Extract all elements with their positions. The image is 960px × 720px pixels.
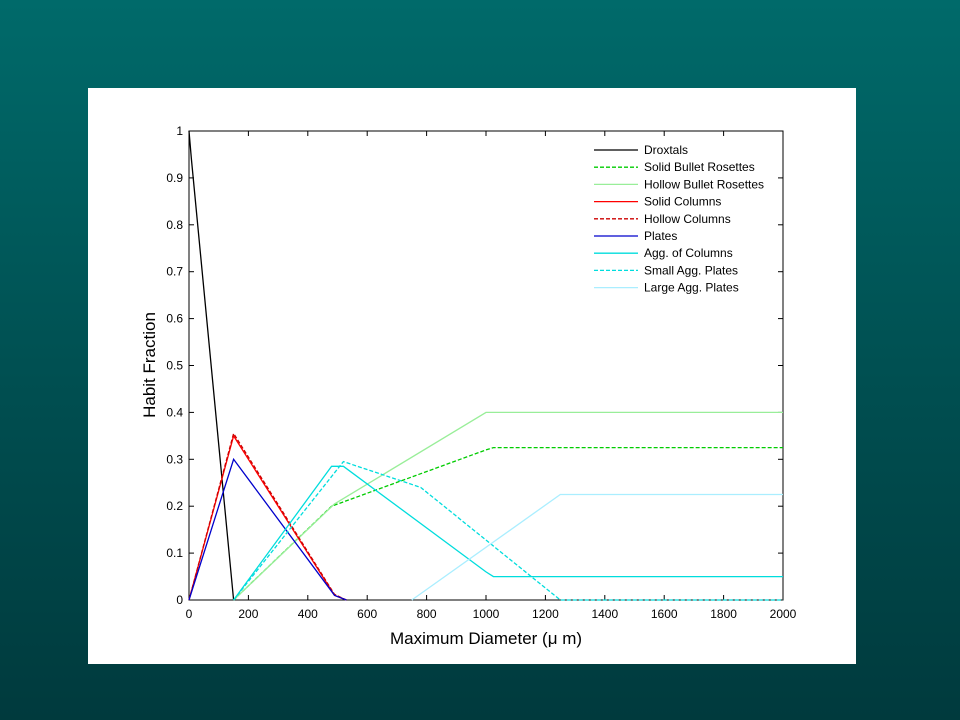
x-tick-label: 2000 [770,607,797,621]
y-tick-label: 0.5 [166,359,183,373]
series-line-hollow-bullet-rosettes [233,411,783,601]
y-tick-label: 0.3 [166,452,183,466]
legend-entry: Large Agg. Plates [644,281,739,295]
series-line-small-agg-plates [233,460,783,601]
legend-box [585,138,775,298]
y-tick-label: 0.2 [166,499,183,513]
x-tick-label: 0 [186,607,193,621]
x-tick-label: 800 [417,607,437,621]
legend-entry: Solid Columns [644,195,721,209]
x-tick-label: 1800 [710,607,737,621]
y-tick-label: 0.1 [166,546,183,560]
y-tick-label: 0.8 [166,218,183,232]
legend-entry: Hollow Columns [644,212,731,226]
series-line-agg-of-columns [233,465,783,601]
y-tick-label: 1 [176,124,183,138]
x-tick-label: 1600 [651,607,678,621]
legend-entry: Droxtals [644,143,688,157]
series-layer [188,130,783,601]
x-tick-label: 1200 [532,607,559,621]
axis-ticks: 0 200 400 600 800 1000 1200 1400 1600 1800 2000 0 0.… [166,124,796,621]
legend: Droxtals Solid Bullet Rosettes Hollow Bull… [585,138,775,298]
legend-entry: Small Agg. Plates [644,263,738,277]
series-line-plates [188,457,347,601]
y-tick-label: 0.9 [166,171,183,185]
y-axis-label: Habit Fraction [140,312,159,418]
legend-entry: Hollow Bullet Rosettes [644,177,764,191]
legend-entry: Solid Bullet Rosettes [644,160,755,174]
x-tick-label: 200 [238,607,258,621]
y-tick-label: 0.7 [166,265,183,279]
x-tick-label: 400 [298,607,318,621]
x-tick-label: 600 [357,607,377,621]
legend-entry: Agg. of Columns [644,246,733,260]
y-tick-label: 0 [176,593,183,607]
x-tick-label: 1400 [591,607,618,621]
figure-panel: 0 200 400 600 800 1000 1200 1400 1600 1800 2000 0 0.… [88,88,856,664]
x-tick-label: 1000 [473,607,500,621]
legend-entry: Plates [644,229,677,243]
series-line-droxtals [188,130,235,601]
series-line-hollow-columns [188,431,347,601]
habit-fraction-chart: 0 200 400 600 800 1000 1200 1400 1600 1800 2000 0 0.… [140,124,797,648]
y-tick-label: 0.6 [166,312,183,326]
y-tick-label: 0.4 [166,405,183,419]
series-line-large-agg-plates [411,493,783,601]
x-axis-label: Maximum Diameter (μ m) [390,629,582,648]
